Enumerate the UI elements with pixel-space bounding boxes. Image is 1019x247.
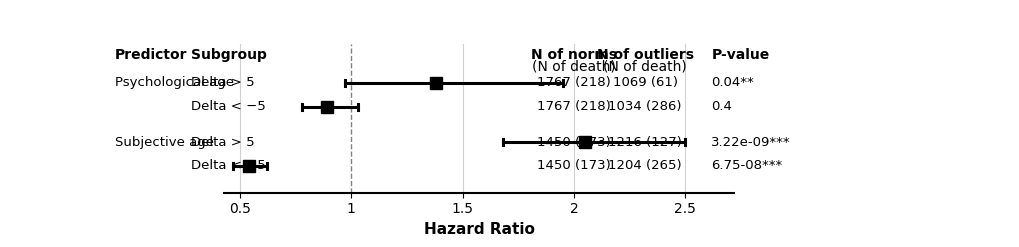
Text: Delta > 5: Delta > 5 bbox=[192, 136, 255, 149]
Text: Delta < −5: Delta < −5 bbox=[192, 100, 266, 113]
Text: Psychological age: Psychological age bbox=[115, 77, 233, 89]
Text: 1204 (265): 1204 (265) bbox=[607, 160, 682, 172]
Text: 1034 (286): 1034 (286) bbox=[607, 100, 682, 113]
Text: Delta > 5: Delta > 5 bbox=[192, 77, 255, 89]
Text: (N of death): (N of death) bbox=[531, 60, 615, 74]
Text: N of outliers: N of outliers bbox=[596, 48, 693, 62]
Text: Predictor: Predictor bbox=[115, 48, 187, 62]
X-axis label: Hazard Ratio: Hazard Ratio bbox=[424, 222, 534, 237]
Text: N of norms: N of norms bbox=[530, 48, 616, 62]
Text: 6.75-08***: 6.75-08*** bbox=[711, 160, 782, 172]
Text: 1767 (218): 1767 (218) bbox=[536, 77, 610, 89]
Text: P-value: P-value bbox=[711, 48, 769, 62]
Text: 1069 (61): 1069 (61) bbox=[612, 77, 677, 89]
Text: 1450 (173): 1450 (173) bbox=[536, 160, 610, 172]
Text: 0.4: 0.4 bbox=[711, 100, 732, 113]
Text: Subjective age: Subjective age bbox=[115, 136, 214, 149]
Text: 0.04**: 0.04** bbox=[711, 77, 753, 89]
Text: 3.22e-09***: 3.22e-09*** bbox=[711, 136, 791, 149]
Text: Subgroup: Subgroup bbox=[192, 48, 267, 62]
Text: (N of death): (N of death) bbox=[602, 60, 687, 74]
Text: Delta < −5: Delta < −5 bbox=[192, 160, 266, 172]
Text: 1767 (218): 1767 (218) bbox=[536, 100, 610, 113]
Text: 1450 (173): 1450 (173) bbox=[536, 136, 610, 149]
Text: 1216 (127): 1216 (127) bbox=[607, 136, 682, 149]
